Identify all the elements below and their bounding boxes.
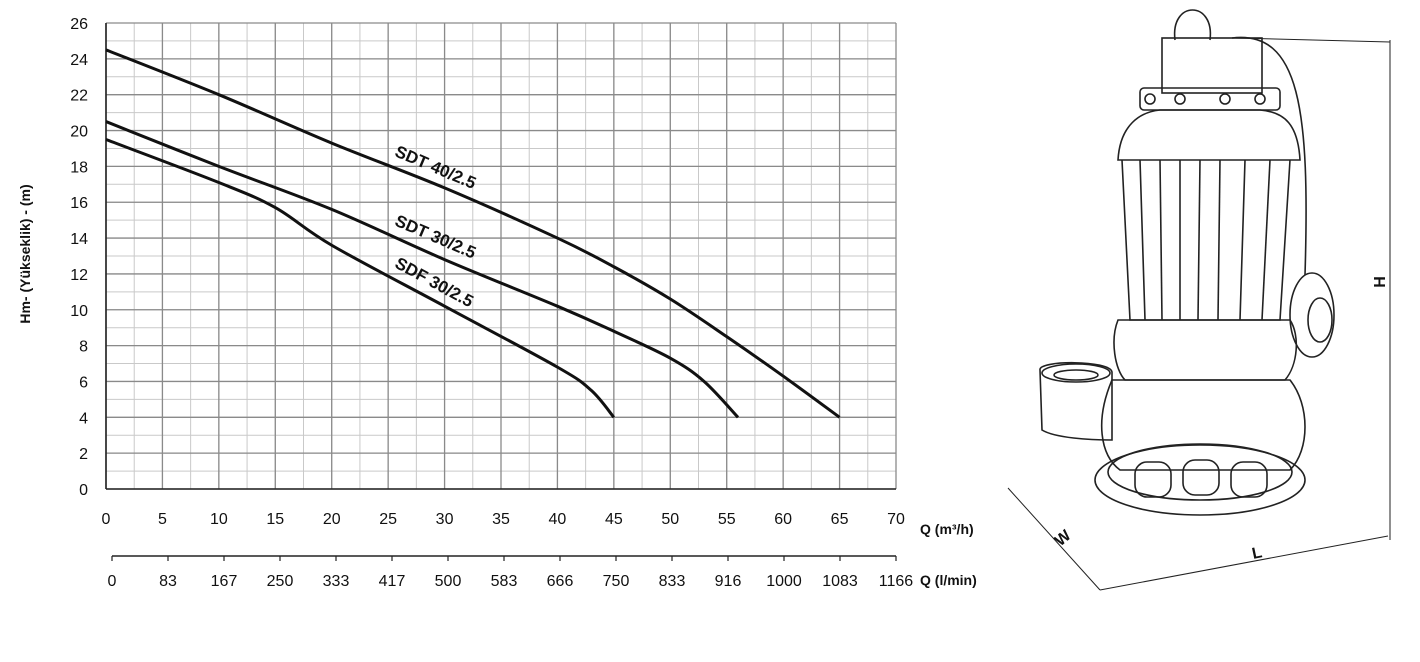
y-tick-label: 8 [79, 339, 88, 356]
y-tick-label: 14 [70, 231, 88, 248]
series-line [105, 48, 841, 419]
x-tick-label: 15 [266, 511, 284, 528]
y-axis-title: Hm- (Yükseklik) - (m) [17, 184, 33, 323]
x-tick-label: 45 [605, 511, 623, 528]
y-tick-label: 20 [70, 124, 88, 141]
x-tick-label: 55 [718, 511, 736, 528]
secondary-x-tick-label: 167 [211, 573, 238, 590]
secondary-x-tick-label: 1166 [879, 573, 914, 590]
secondary-x-tick-label: 833 [659, 573, 686, 590]
x-tick-label: 35 [492, 511, 510, 528]
top-cap [1161, 37, 1263, 94]
secondary-x-tick-label: 500 [435, 573, 462, 590]
x-tick-label: 50 [661, 511, 679, 528]
pump-volute [1100, 379, 1306, 471]
y-tick-label: 24 [70, 52, 88, 69]
base-stand [1094, 444, 1306, 516]
top-flange [1139, 87, 1281, 111]
secondary-x-tick-label: 916 [715, 573, 742, 590]
y-tick-label: 4 [79, 410, 88, 427]
secondary-x-axis-title: Q (l/min) [920, 572, 977, 588]
x-tick-label: 10 [210, 511, 228, 528]
y-tick-label: 2 [79, 446, 88, 463]
lifting-handle [1173, 9, 1212, 41]
secondary-x-tick-label: 83 [159, 573, 177, 590]
x-tick-label: 0 [102, 511, 111, 528]
y-tick-label: 10 [70, 303, 88, 320]
width-dimension-line [1007, 487, 1101, 591]
y-tick-label: 22 [70, 88, 88, 105]
secondary-x-tick-label: 333 [323, 573, 350, 590]
secondary-x-tick-label: 750 [603, 573, 630, 590]
series-line [105, 138, 616, 419]
secondary-x-tick-label: 417 [379, 573, 406, 590]
length-label: L [1251, 544, 1264, 563]
secondary-x-tick-label: 1083 [822, 573, 858, 590]
series-line [105, 120, 740, 419]
motor-body [1121, 159, 1291, 321]
secondary-x-tick-label: 1000 [766, 573, 802, 590]
x-axis-title: Q (m³/h) [920, 521, 974, 537]
pump-drawing: H W L [1007, 9, 1391, 591]
height-label: H [1372, 276, 1389, 288]
y-tick-label: 26 [70, 16, 88, 33]
secondary-x-tick-label: 666 [547, 573, 574, 590]
secondary-x-tick-label: 583 [491, 573, 518, 590]
x-tick-label: 30 [436, 511, 454, 528]
major-grid [105, 22, 897, 490]
axis-lines [105, 23, 896, 490]
secondary-x-tick-label: 0 [108, 573, 117, 590]
x-tick-label: 40 [549, 511, 567, 528]
y-tick-label: 16 [70, 195, 88, 212]
motor-top-cone [1117, 109, 1301, 161]
x-axis-ticks: 0 5 10 15 20 25 30 35 40 45 50 55 60 65 70 [102, 511, 905, 528]
x-tick-label: 20 [323, 511, 341, 528]
motor-lower-housing [1113, 319, 1298, 381]
x-tick-label: 65 [831, 511, 849, 528]
x-tick-label: 70 [887, 511, 905, 528]
y-tick-label: 0 [79, 482, 88, 499]
y-tick-label: 6 [79, 374, 88, 391]
float-switch [1289, 272, 1335, 358]
y-tick-label: 18 [70, 159, 88, 176]
x-tick-label: 25 [379, 511, 397, 528]
secondary-x-tick-label: 250 [267, 573, 294, 590]
height-dimension-top [1234, 37, 1391, 43]
x-tick-label: 5 [158, 511, 167, 528]
length-dimension-line [1099, 535, 1389, 591]
secondary-x-axis: 0 83 167 250 333 417 500 583 666 750 833 916 1000 108… [108, 555, 914, 590]
discharge-outlet [1039, 361, 1113, 441]
series-lines [105, 48, 841, 419]
width-label: W [1052, 527, 1075, 550]
series-label: SDF 30/2.5 [392, 254, 477, 312]
x-tick-label: 60 [774, 511, 792, 528]
power-cable [1231, 36, 1307, 276]
y-tick-label: 12 [70, 267, 88, 284]
